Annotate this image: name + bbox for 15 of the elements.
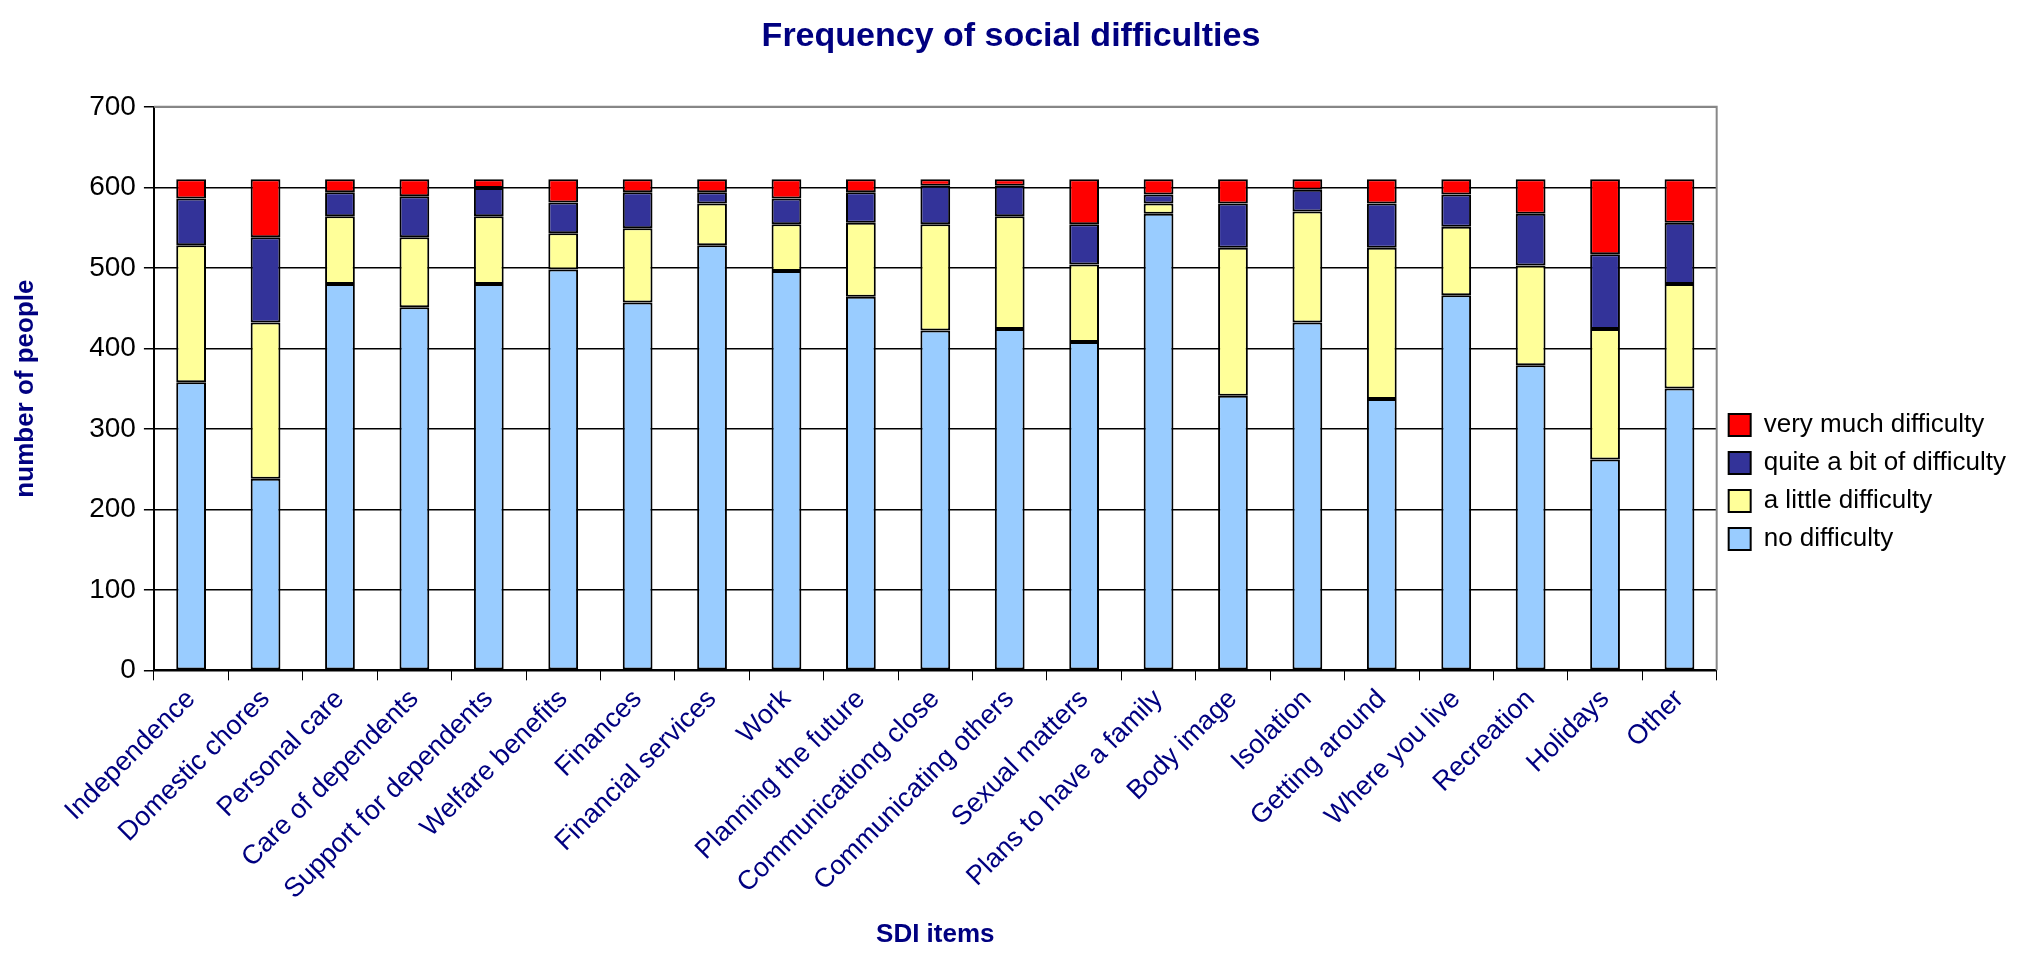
y-axis-title: number of people xyxy=(8,279,39,498)
y-tick-label: 700 xyxy=(89,89,136,121)
legend-label: quite a bit of difficulty xyxy=(1763,446,2006,477)
legend-label: no difficulty xyxy=(1763,522,1894,553)
chart-title: Frequency of social difficulties xyxy=(761,14,1261,53)
y-tick-label: 600 xyxy=(89,170,136,202)
legend-label: a little difficulty xyxy=(1763,484,1933,515)
y-tick-label: 200 xyxy=(89,492,136,524)
x-axis-title: SDI items xyxy=(876,917,995,948)
y-tick-label: 400 xyxy=(89,331,136,363)
y-tick-label: 0 xyxy=(120,653,136,685)
legend-label: very much difficulty xyxy=(1763,408,1985,439)
y-tick-label: 300 xyxy=(89,411,136,443)
y-tick-label: 500 xyxy=(89,250,136,282)
y-tick-label: 100 xyxy=(89,572,136,604)
